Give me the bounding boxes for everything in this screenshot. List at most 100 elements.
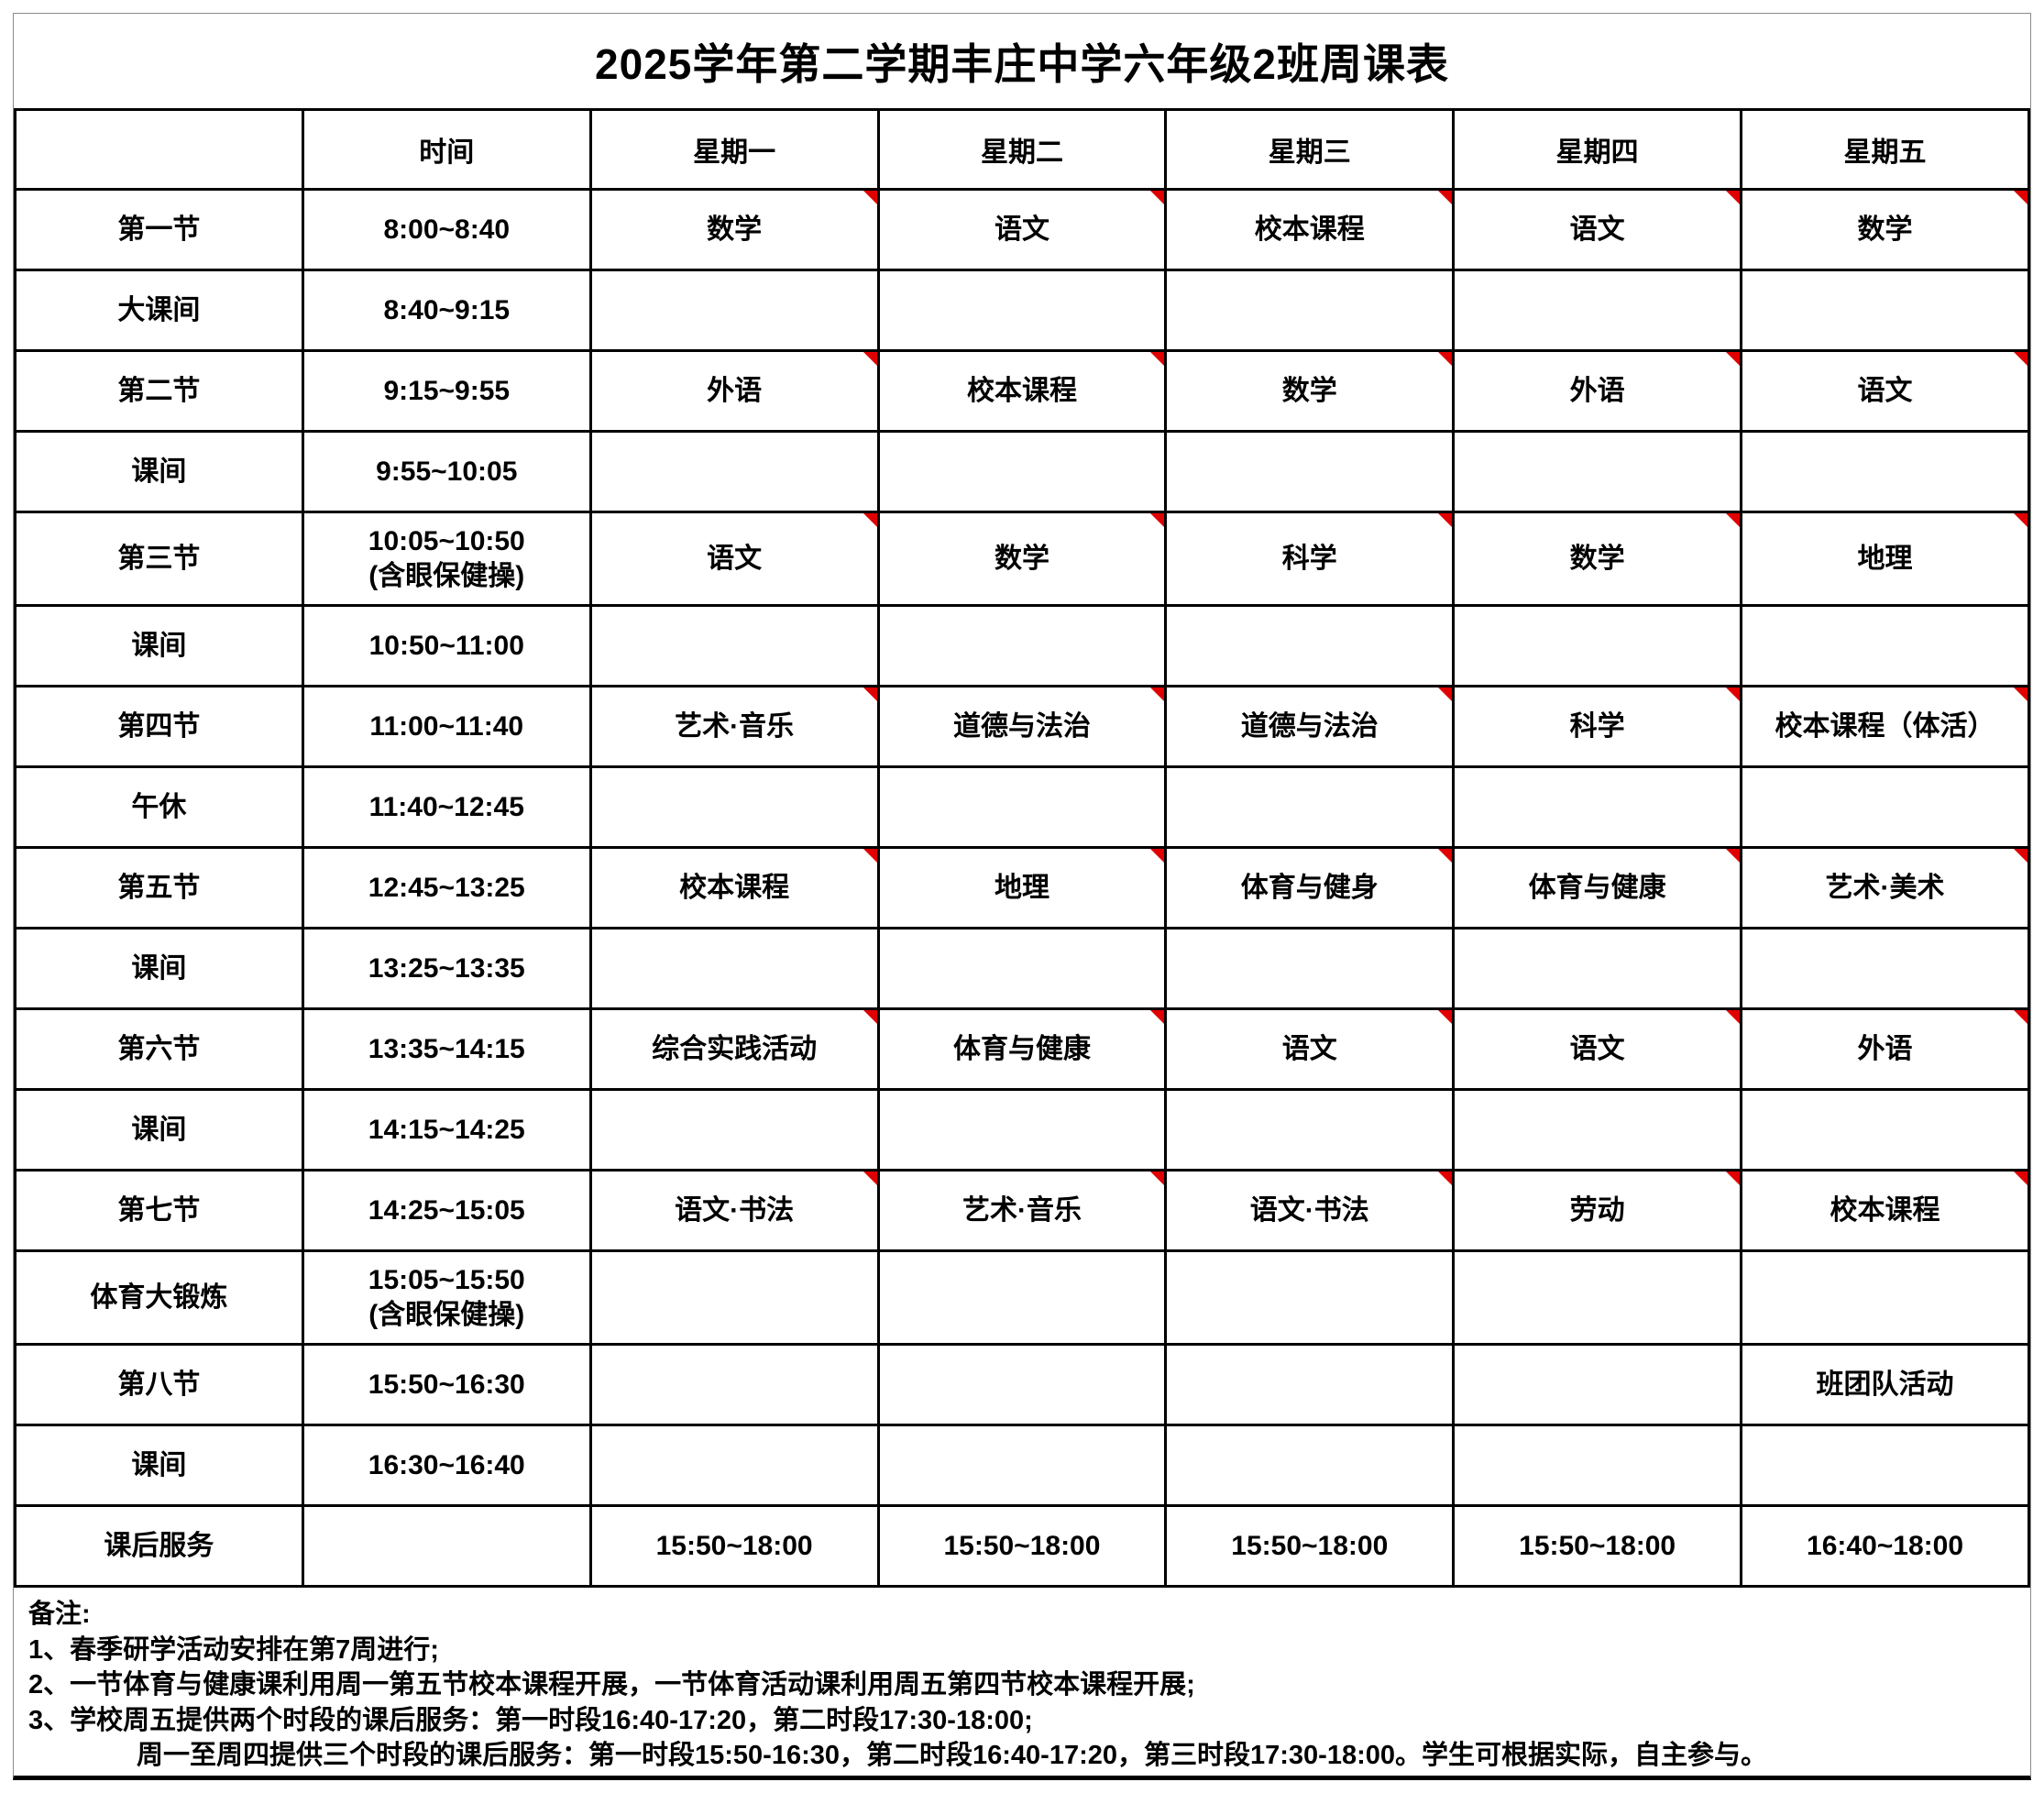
subject-cell: 语文 (1452, 1007, 1743, 1091)
subject-cell: 校本课程（体活） (1740, 685, 2030, 768)
table-row: 课间 10:50~11:00 (14, 604, 2030, 688)
subject-cell (1740, 269, 2030, 352)
comment-marker-icon (1438, 1011, 1451, 1024)
column-header-friday: 星期五 (1740, 108, 2030, 191)
comment-marker-icon (863, 850, 876, 863)
column-header-thursday: 星期四 (1452, 108, 1743, 191)
period-label-text: 第一节 (117, 214, 201, 245)
time-cell (301, 1504, 592, 1588)
time-cell: 13:35~14:15 (301, 1007, 592, 1091)
period-label-text: 体育大锻炼 (90, 1282, 228, 1313)
time-cell-text: 9:55~10:05 (376, 456, 518, 487)
subject-cell: 道德与法治 (1164, 685, 1456, 768)
subject-cell-text: 道德与法治 (952, 710, 1091, 742)
subject-cell-text: 校本课程 (679, 872, 790, 903)
subject-cell (1452, 430, 1743, 513)
period-label-text: 大课间 (117, 294, 201, 325)
comment-marker-icon (863, 688, 876, 701)
subject-cell-text: 校本课程（体活） (1775, 710, 1995, 742)
subject-cell: 艺术·美术 (1740, 846, 2030, 930)
subject-cell: 艺术·音乐 (588, 685, 880, 768)
subject-cell-text: 校本课程 (1830, 1194, 1940, 1226)
subject-cell-text: 校本课程 (1254, 214, 1365, 245)
subject-cell: 校本课程 (876, 349, 1168, 433)
subject-cell (1164, 269, 1456, 352)
period-label-text: 第七节 (117, 1194, 201, 1226)
notes-heading: 备注: (28, 1600, 91, 1629)
note-line-4: 周一至周四提供三个时段的课后服务：第一时段15:50-16:30，第二时段16:… (137, 1741, 1767, 1771)
time-cell-text: 9:15~9:55 (383, 375, 511, 406)
subject-cell: 道德与法治 (876, 685, 1168, 768)
subject-cell: 语文 (1164, 1007, 1456, 1091)
subject-cell-text: 语文 (1569, 214, 1625, 245)
subject-cell: 语文 (1452, 188, 1743, 271)
subject-cell: 校本课程 (1740, 1169, 2030, 1252)
subject-cell (1452, 1343, 1743, 1426)
period-label-text: 课后服务 (104, 1530, 214, 1561)
subject-cell: 地理 (1740, 511, 2030, 607)
time-cell-text: 10:05~10:50 (含眼保健操) (368, 526, 525, 591)
comment-marker-icon (1438, 192, 1451, 204)
comment-marker-icon (1438, 850, 1451, 863)
period-label-text: 第六节 (117, 1033, 201, 1064)
subject-cell (876, 765, 1168, 849)
subject-cell (588, 927, 880, 1010)
header-row: 时间 星期一 星期二 星期三 星期四 星期五 (14, 108, 2030, 191)
time-cell-text: 8:00~8:40 (383, 214, 511, 245)
subject-cell-text: 15:50~18:00 (943, 1530, 1101, 1561)
subject-cell: 劳动 (1452, 1169, 1743, 1252)
subject-cell: 语文·书法 (588, 1169, 880, 1252)
period-label: 课间 (14, 1424, 304, 1507)
subject-cell-text: 体育与健康 (1528, 872, 1666, 903)
comment-marker-icon (1150, 514, 1163, 527)
comment-marker-icon (2014, 850, 2027, 863)
subject-cell (1452, 765, 1743, 849)
subject-cell: 科学 (1452, 685, 1743, 768)
subject-cell-text: 语文·书法 (675, 1194, 795, 1226)
period-label: 体育大锻炼 (14, 1249, 304, 1346)
comment-marker-icon (1726, 514, 1739, 527)
comment-marker-icon (1438, 353, 1451, 366)
schedule-table-body: 第一节 8:00~8:40 数学 语文 校本课程 语文 数学 大课间 8:40~9:15 第二节 9… (14, 188, 2030, 1588)
subject-cell (588, 604, 880, 688)
time-cell: 9:15~9:55 (301, 349, 592, 433)
period-label: 课间 (14, 430, 304, 513)
comment-marker-icon (1150, 1172, 1163, 1185)
subject-cell-text: 语文 (1857, 375, 1913, 406)
period-label: 课间 (14, 927, 304, 1010)
time-cell-text: 15:05~15:50 (含眼保健操) (368, 1265, 525, 1330)
subject-cell: 科学 (1164, 511, 1456, 607)
subject-cell-text: 语文 (1281, 1033, 1337, 1064)
period-label-text: 第五节 (117, 872, 201, 903)
subject-cell (1740, 430, 2030, 513)
subject-cell (1740, 927, 2030, 1010)
time-cell-text: 11:40~12:45 (368, 791, 524, 822)
subject-cell (588, 1088, 880, 1172)
comment-marker-icon (2014, 353, 2027, 366)
comment-marker-icon (2014, 192, 2027, 204)
subject-cell (876, 1424, 1168, 1507)
subject-cell: 数学 (588, 188, 880, 271)
table-row: 课间 13:25~13:35 (14, 927, 2030, 1010)
column-header-tuesday: 星期二 (876, 108, 1168, 191)
period-label: 课间 (14, 1088, 304, 1172)
period-label-text: 课间 (131, 630, 187, 661)
subject-cell (1164, 430, 1456, 513)
comment-marker-icon (1726, 688, 1739, 701)
time-cell: 11:00~11:40 (301, 685, 592, 768)
subject-cell-text: 16:40~18:00 (1807, 1530, 1964, 1561)
subject-cell: 16:40~18:00 (1740, 1504, 2030, 1588)
period-label-text: 课间 (131, 1449, 187, 1480)
period-label: 大课间 (14, 269, 304, 352)
subject-cell (1164, 604, 1456, 688)
subject-cell: 综合实践活动 (588, 1007, 880, 1091)
time-cell-text: 16:30~16:40 (368, 1449, 525, 1480)
subject-cell: 体育与健康 (1452, 846, 1743, 930)
subject-cell-text: 语文 (707, 543, 763, 574)
subject-cell: 外语 (1452, 349, 1743, 433)
subject-cell-text: 科学 (1569, 710, 1625, 742)
column-header-corner (14, 108, 304, 191)
period-label: 第二节 (14, 349, 304, 433)
comment-marker-icon (863, 1011, 876, 1024)
period-label-text: 第二节 (117, 375, 201, 406)
